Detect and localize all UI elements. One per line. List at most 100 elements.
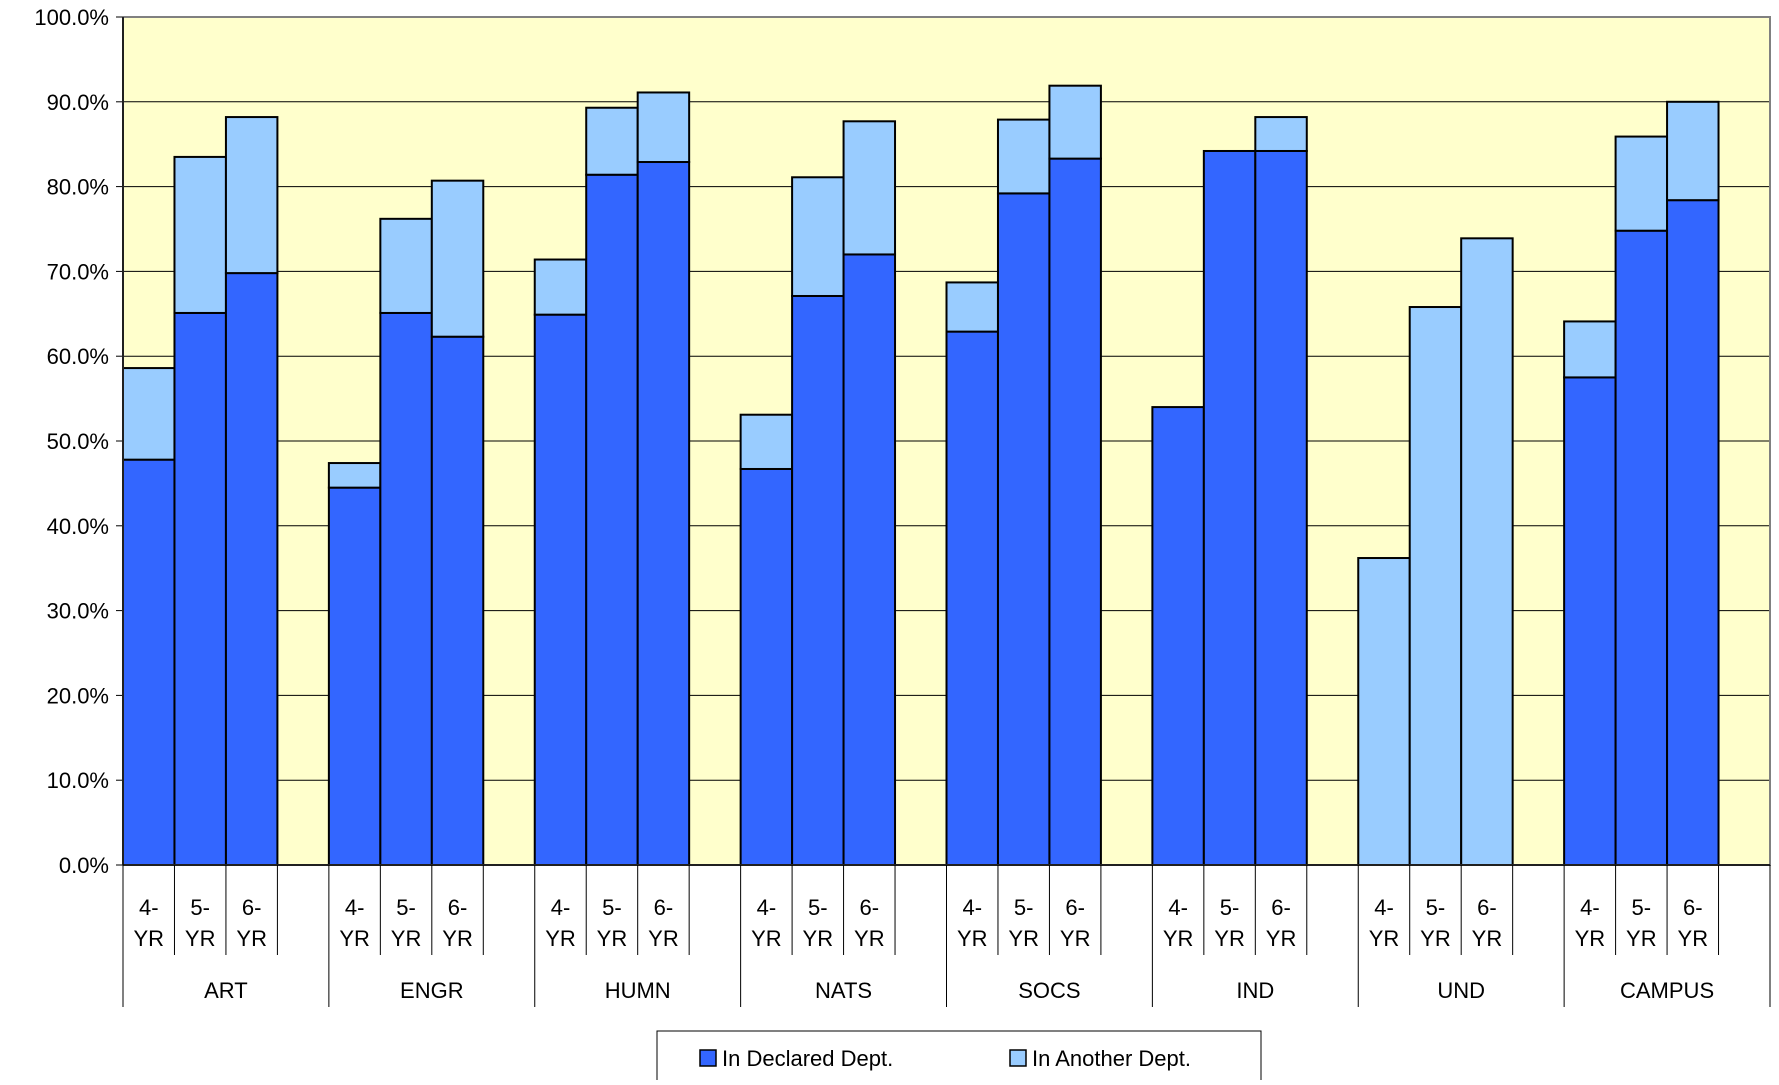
y-tick-label: 40.0%: [47, 514, 109, 539]
x-sub-label-top: 4-: [1374, 895, 1394, 920]
bar-declared: [122, 458, 176, 866]
x-sub-label-bottom: YR: [1060, 926, 1091, 951]
x-sub-label-bottom: YR: [1472, 926, 1503, 951]
x-sub-label-bottom: YR: [1575, 926, 1606, 951]
x-sub-label-bottom: YR: [236, 926, 267, 951]
bar-declared: [996, 192, 1051, 867]
bar-declared: [1614, 229, 1669, 867]
x-group-label: ART: [204, 978, 248, 1003]
x-sub-label-bottom: YR: [545, 926, 576, 951]
x-sub-label-top: 6-: [448, 895, 468, 920]
legend-label: In Declared Dept.: [722, 1046, 893, 1071]
x-sub-label-top: 5-: [190, 895, 210, 920]
bar-another: [1460, 237, 1514, 866]
bar-another: [122, 367, 176, 461]
bar-declared: [173, 311, 227, 866]
x-sub-label-top: 6-: [860, 895, 880, 920]
bar-declared: [1151, 406, 1205, 866]
bar-declared: [945, 330, 999, 867]
y-tick-label: 30.0%: [47, 599, 109, 624]
bar-another: [224, 116, 279, 275]
bar-another: [1357, 557, 1411, 866]
x-sub-label-top: 6-: [1271, 895, 1291, 920]
x-sub-label-top: 5-: [1426, 895, 1446, 920]
bar-another: [1563, 320, 1617, 379]
y-tick-label: 80.0%: [47, 175, 109, 200]
x-sub-label-bottom: YR: [1163, 926, 1194, 951]
bar-another: [1254, 116, 1308, 152]
x-sub-label-top: 6-: [1477, 895, 1497, 920]
legend-label: In Another Dept.: [1032, 1046, 1191, 1071]
y-tick-label: 10.0%: [47, 768, 109, 793]
bar-declared: [224, 272, 279, 866]
x-sub-label-bottom: YR: [957, 926, 988, 951]
bar-another: [945, 281, 999, 333]
x-sub-label-top: 5-: [1220, 895, 1240, 920]
bar-declared: [1202, 149, 1257, 866]
x-group-label: NATS: [815, 978, 872, 1003]
x-group-label: IND: [1236, 978, 1274, 1003]
x-sub-label-bottom: YR: [391, 926, 422, 951]
x-sub-label-bottom: YR: [1214, 926, 1245, 951]
bar-another: [1048, 84, 1102, 160]
x-sub-label-bottom: YR: [854, 926, 885, 951]
x-sub-label-bottom: YR: [597, 926, 628, 951]
x-sub-label-top: 5-: [1632, 895, 1652, 920]
x-sub-label-bottom: YR: [1369, 926, 1400, 951]
x-sub-label-top: 4-: [1168, 895, 1188, 920]
x-sub-label-bottom: YR: [1008, 926, 1039, 951]
bar-another: [842, 120, 897, 256]
x-sub-label-bottom: YR: [1420, 926, 1451, 951]
bar-declared: [1666, 199, 1720, 866]
bar-declared: [533, 313, 588, 866]
y-tick-label: 70.0%: [47, 259, 109, 284]
x-sub-label-bottom: YR: [1678, 926, 1709, 951]
bar-another: [585, 106, 639, 176]
x-sub-label-bottom: YR: [339, 926, 370, 951]
x-sub-label-bottom: YR: [751, 926, 782, 951]
legend-swatch: [699, 1049, 717, 1067]
x-sub-label-top: 6-: [654, 895, 674, 920]
bar-declared: [430, 335, 485, 867]
y-tick-label: 20.0%: [47, 683, 109, 708]
bar-another: [636, 91, 691, 164]
bar-another: [173, 155, 227, 314]
bar-declared: [379, 311, 433, 866]
bar-declared: [1254, 149, 1308, 866]
x-sub-label-top: 4-: [757, 895, 777, 920]
x-sub-label-bottom: YR: [1266, 926, 1297, 951]
legend-swatch: [1009, 1049, 1027, 1067]
bar-another: [379, 217, 433, 314]
y-tick-label: 60.0%: [47, 344, 109, 369]
bar-declared: [1048, 157, 1102, 866]
x-sub-label-top: 5-: [396, 895, 416, 920]
x-sub-label-top: 5-: [808, 895, 828, 920]
bar-declared: [327, 486, 382, 866]
x-sub-label-top: 4-: [345, 895, 365, 920]
x-group-label: CAMPUS: [1620, 978, 1714, 1003]
x-sub-label-top: 4-: [551, 895, 571, 920]
x-group-label: HUMN: [605, 978, 671, 1003]
bar-declared: [739, 467, 794, 866]
x-sub-label-bottom: YR: [1626, 926, 1657, 951]
x-group-label: UND: [1437, 978, 1485, 1003]
x-sub-label-top: 6-: [1683, 895, 1703, 920]
x-sub-label-top: 6-: [242, 895, 262, 920]
bar-another: [327, 462, 382, 489]
y-tick-label: 50.0%: [47, 429, 109, 454]
x-sub-label-top: 5-: [602, 895, 622, 920]
bar-another: [739, 413, 794, 470]
y-tick-label: 90.0%: [47, 90, 109, 115]
bar-another: [1666, 100, 1720, 202]
x-sub-label-top: 4-: [1580, 895, 1600, 920]
bar-declared: [636, 161, 691, 866]
x-sub-label-bottom: YR: [803, 926, 834, 951]
x-sub-label-bottom: YR: [648, 926, 679, 951]
x-sub-label-bottom: YR: [442, 926, 473, 951]
bar-declared: [842, 253, 897, 866]
bar-another: [430, 179, 485, 338]
x-sub-label-top: 5-: [1014, 895, 1034, 920]
x-sub-label-bottom: YR: [185, 926, 216, 951]
